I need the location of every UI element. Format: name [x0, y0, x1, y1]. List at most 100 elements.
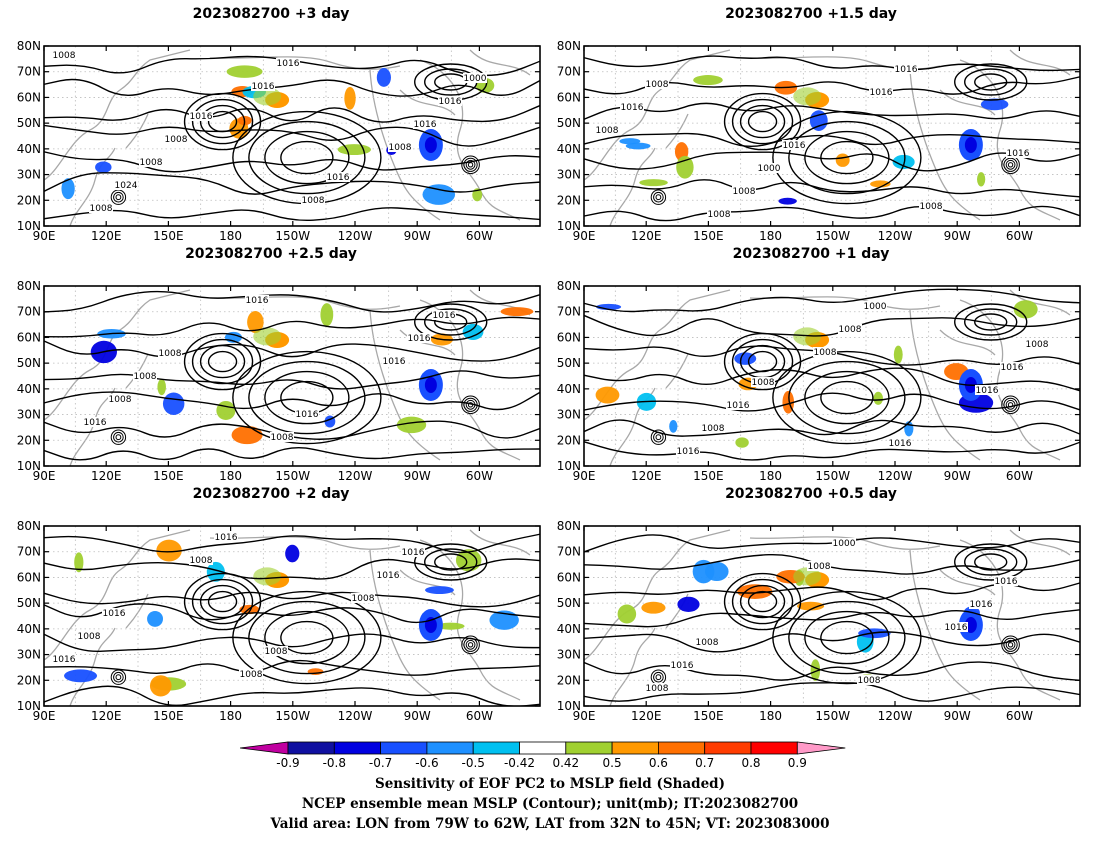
- mslp-contour: [954, 303, 1028, 341]
- lon-tick-label: 150W: [275, 469, 310, 483]
- sensitivity-shading: [892, 154, 915, 170]
- mslp-contour: [207, 110, 238, 133]
- contour-label: 1008: [696, 638, 719, 648]
- sensitivity-shading: [964, 137, 977, 153]
- contour-label-bg: [857, 675, 881, 685]
- contour-label: 1016: [215, 533, 238, 543]
- mslp-contour: [207, 350, 238, 373]
- sensitivity-shading: [156, 539, 182, 562]
- sensitivity-shading: [247, 311, 264, 334]
- contour-label-bg: [301, 195, 325, 205]
- contour-label: 1016: [383, 357, 406, 367]
- contour-label-bg: [164, 134, 188, 144]
- lon-tick-label: 120E: [91, 469, 122, 483]
- lon-tick-label: 150E: [153, 229, 184, 243]
- sensitivity-shading: [677, 596, 700, 612]
- lon-tick-label: 120W: [878, 469, 913, 483]
- lon-tick-label: 150W: [815, 229, 850, 243]
- panel-3: 2023082700 +2.5 day 1008 1016 1016 1008 1008…: [0, 246, 542, 483]
- mslp-contour: [739, 584, 786, 619]
- coastline: [939, 89, 996, 116]
- mslp-contour: [414, 303, 488, 341]
- mslp-contour: [44, 340, 540, 362]
- mslp-contour: [115, 194, 122, 201]
- contour-label-bg: [645, 683, 669, 693]
- mslp-contour: [1003, 637, 1018, 652]
- mslp-contour: [772, 590, 922, 685]
- mslp-contour: [44, 685, 540, 706]
- map-plot: 1008 1016 1008 1000 1016 1016 1008 1016 1008 80N 7…: [557, 519, 1081, 723]
- mslp-contour: [467, 402, 474, 408]
- plot-frame: [43, 525, 541, 707]
- contour-label: 1008: [134, 372, 157, 382]
- panel-4: 2023082700 +1 day 1008 1016 1008 1016 1000 10…: [540, 246, 1082, 483]
- lon-tick-label: 150E: [153, 469, 184, 483]
- contour-label: 1016: [246, 296, 269, 306]
- sensitivity-shading: [778, 197, 797, 205]
- sensitivity-shading: [625, 142, 651, 150]
- coastline: [584, 529, 731, 661]
- mslp-contour: [731, 98, 794, 145]
- mslp-contour: [44, 104, 540, 123]
- lon-tick-label: 60W: [466, 709, 493, 723]
- contour-label: 1008: [733, 187, 756, 197]
- sensitivity-shading: [793, 327, 822, 346]
- lat-tick-label: 20N: [557, 433, 581, 447]
- mslp-contour: [461, 635, 480, 655]
- lon-tick-label: 180: [219, 469, 242, 483]
- mslp-contour: [248, 600, 366, 675]
- mslp-contour: [653, 671, 664, 683]
- lat-tick-label: 50N: [557, 596, 581, 610]
- lon-tick-label: 180: [219, 229, 242, 243]
- sensitivity-shading: [424, 377, 437, 393]
- mslp-contour: [461, 395, 480, 415]
- contour-label: 1016: [970, 600, 993, 610]
- coastline: [749, 296, 941, 310]
- panel-title: 2023082700 +3 day: [192, 6, 350, 22]
- contour-label-bg: [701, 423, 725, 433]
- lat-tick-label: 20N: [557, 193, 581, 207]
- lon-tick-label: 90E: [573, 229, 596, 243]
- contour-label: 1016: [976, 386, 999, 396]
- contour-label: 1016: [414, 120, 437, 130]
- lon-tick-label: 120E: [631, 709, 662, 723]
- lon-tick-label: 90E: [33, 229, 56, 243]
- mslp-contour: [747, 110, 778, 133]
- contour-label-bg: [676, 446, 700, 456]
- lon-tick-label: 120E: [631, 229, 662, 243]
- mslp-contour: [110, 669, 127, 685]
- sensitivity-shading: [424, 137, 437, 153]
- contour-label: 1008: [814, 348, 837, 358]
- panel-title: 2023082700 +2.5 day: [185, 246, 357, 262]
- panel-title: 2023082700 +1.5 day: [725, 6, 897, 22]
- lon-tick-label: 120W: [878, 229, 913, 243]
- contour-label-bg: [270, 432, 294, 442]
- sensitivity-shading: [595, 386, 620, 404]
- contour-label: 1008: [646, 684, 669, 694]
- mslp-contour: [584, 661, 1080, 682]
- mslp-contour: [653, 191, 664, 203]
- contour-label-bg: [413, 119, 437, 129]
- contour-label-bg: [1000, 362, 1024, 372]
- contour-label: 1016: [677, 447, 700, 457]
- mslp-contour: [584, 102, 1080, 121]
- mslp-contour: [974, 313, 1008, 331]
- mslp-contour: [465, 399, 476, 410]
- mslp-contour: [739, 104, 786, 139]
- lon-tick-label: 150E: [693, 709, 724, 723]
- contour-label: 1016: [945, 623, 968, 633]
- contour-label: 1008: [646, 80, 669, 90]
- panel-title: 2023082700 +2 day: [192, 486, 350, 502]
- contour-label-bg: [782, 140, 806, 150]
- lon-tick-label: 150E: [693, 229, 724, 243]
- mslp-contour: [199, 104, 246, 139]
- contour-label-bg: [888, 438, 912, 448]
- lon-tick-label: 90E: [573, 469, 596, 483]
- sensitivity-shading: [226, 65, 263, 78]
- contour-label-bg: [670, 660, 694, 670]
- contour-label-bg: [382, 356, 406, 366]
- panel-title: 2023082700 +1 day: [732, 246, 890, 262]
- colorbar-label: 0.9: [788, 756, 807, 770]
- contour-label-bg: [707, 209, 731, 219]
- coastline: [399, 329, 456, 356]
